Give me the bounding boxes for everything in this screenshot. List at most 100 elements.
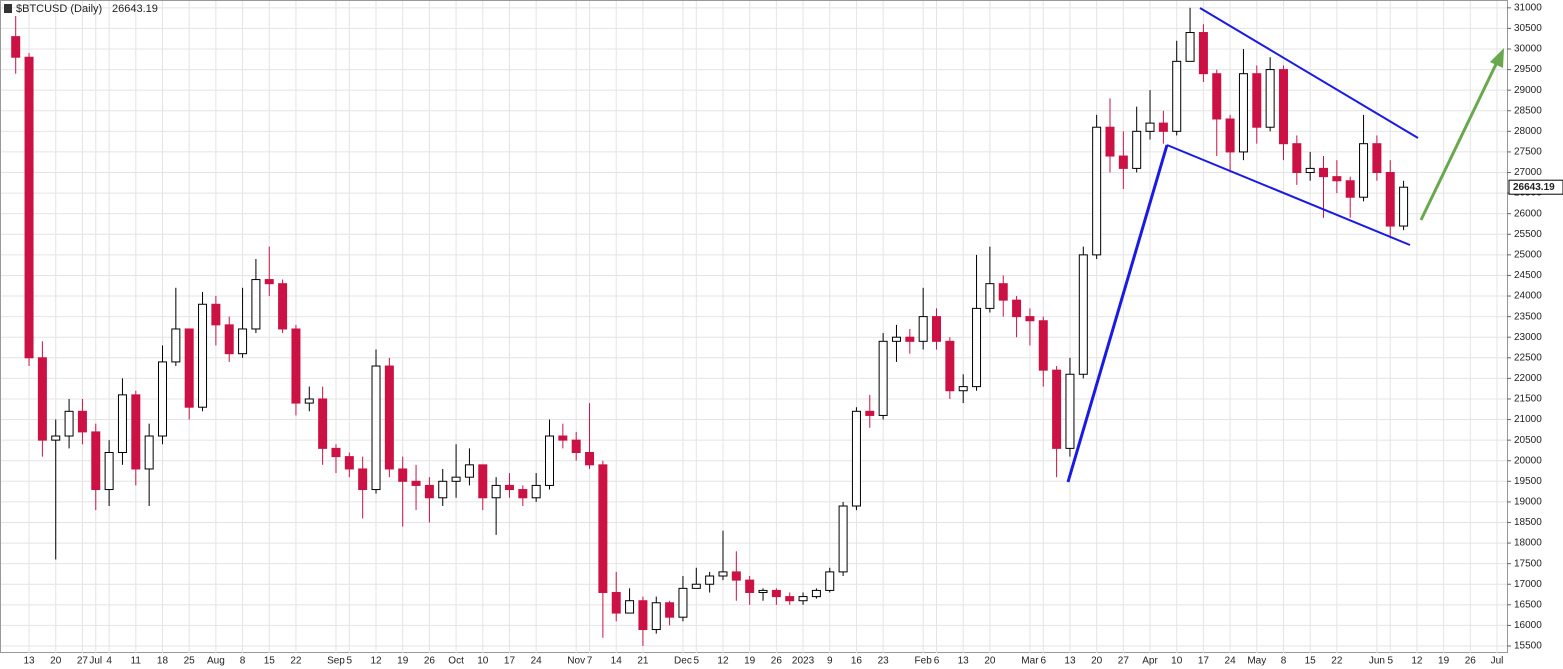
y-tick-label: 17000	[1514, 579, 1542, 590]
candle-body	[144, 435, 154, 470]
candle-body	[571, 439, 581, 453]
candle-body	[318, 398, 328, 449]
y-tick-label: 25000	[1514, 250, 1542, 261]
candle-body	[972, 307, 982, 388]
grid	[1, 1, 1507, 653]
candle-body	[504, 484, 514, 491]
candle-body	[304, 398, 314, 404]
x-tick-label: Jun	[1369, 656, 1385, 667]
x-tick-label: 14	[611, 656, 623, 667]
x-tick-label: 24	[531, 656, 543, 667]
x-tick-label: Mar	[1021, 656, 1039, 667]
x-tick-label: 20	[50, 656, 62, 667]
candle-body	[411, 480, 421, 486]
candle-body	[985, 283, 995, 309]
candle-body	[945, 340, 955, 392]
candle-body	[117, 394, 127, 453]
y-tick-label: 28000	[1514, 126, 1542, 137]
y-tick-label: 24000	[1514, 291, 1542, 302]
x-tick-label: 16	[851, 656, 863, 667]
candle-body	[491, 484, 501, 499]
y-tick-label: 25500	[1514, 229, 1542, 240]
candle-body	[851, 410, 861, 507]
y-tick-label: 27000	[1514, 167, 1542, 178]
candle-body	[1012, 299, 1022, 318]
candle-body	[291, 328, 301, 404]
y-tick-label: 24500	[1514, 270, 1542, 281]
candle-body	[785, 596, 795, 602]
candle-body	[424, 484, 434, 499]
candles	[11, 7, 1409, 647]
x-tick-label: 7	[587, 656, 593, 667]
y-tick-label: 22500	[1514, 352, 1542, 363]
candle-body	[224, 324, 234, 355]
y-tick-label: 15500	[1514, 641, 1542, 652]
x-tick-label: 25	[184, 656, 196, 667]
last-price: 26643.19	[112, 3, 158, 15]
candle-body	[1052, 369, 1062, 449]
y-tick-label: 31000	[1514, 2, 1542, 13]
candle-body	[758, 589, 768, 593]
x-tick-label: Oct	[448, 656, 464, 667]
candle-body	[358, 468, 368, 491]
y-tick-label: 17500	[1514, 558, 1542, 569]
x-tick-label: 6	[934, 656, 940, 667]
trend-line	[1066, 144, 1169, 483]
candle-body	[438, 480, 448, 499]
candle-body	[24, 56, 34, 359]
y-tick-label: 22000	[1514, 373, 1542, 384]
candle-body	[998, 283, 1008, 301]
candle-body	[1185, 32, 1195, 62]
x-tick-label: 12	[370, 656, 382, 667]
x-tick-label: 15	[1305, 656, 1317, 667]
candle-body	[1065, 373, 1075, 449]
x-tick-label: 10	[1171, 656, 1183, 667]
x-tick-label: 8	[1281, 656, 1287, 667]
candle-body	[811, 589, 821, 598]
x-tick-label: 4	[106, 656, 112, 667]
candle-body	[1238, 73, 1248, 153]
y-tick-label: 23000	[1514, 332, 1542, 343]
x-tick-label: 24	[1225, 656, 1237, 667]
candle-body	[1132, 130, 1142, 169]
candle-body	[77, 410, 87, 433]
candle-body	[531, 484, 541, 499]
x-tick-label: 17	[504, 656, 516, 667]
candle-body	[865, 410, 875, 416]
candle-body	[558, 435, 568, 441]
candle-body	[598, 464, 608, 593]
x-tick-label: 26	[1465, 656, 1477, 667]
candle-body	[691, 583, 701, 589]
y-tick-label: 29000	[1514, 85, 1542, 96]
candle-body	[585, 451, 595, 466]
logo	[4, 4, 12, 13]
candle-body	[198, 303, 208, 408]
candle-body	[705, 575, 715, 585]
x-tick-label: 27	[1118, 656, 1130, 667]
candle-body	[1198, 32, 1208, 75]
candle-body	[384, 365, 394, 470]
x-tick-label: 27	[77, 656, 89, 667]
candle-body	[1372, 143, 1382, 174]
candle-body	[251, 279, 261, 330]
candle-body	[371, 365, 381, 491]
candle-body	[331, 447, 341, 458]
candle-body	[1118, 155, 1128, 169]
x-tick-label: 21	[637, 656, 649, 667]
candle-body	[64, 410, 74, 437]
candle-body	[678, 587, 688, 618]
x-tick-label: 12	[717, 656, 729, 667]
candle-body	[651, 602, 661, 631]
x-tick-label: 2023	[792, 656, 815, 667]
candle-body	[344, 456, 354, 470]
x-tick-label: Nov	[567, 656, 585, 667]
axes: 15500 16000 16500 17000 17500 18000 18500 19000…	[23, 2, 1563, 667]
x-tick-label: Dec	[674, 656, 692, 667]
candle-body	[745, 579, 755, 593]
candle-body	[771, 589, 781, 598]
candle-body	[545, 435, 555, 486]
candle-body	[264, 279, 274, 285]
x-tick-label: Jul	[89, 656, 102, 667]
candle-body	[1212, 73, 1222, 120]
x-tick-label: 13	[958, 656, 970, 667]
